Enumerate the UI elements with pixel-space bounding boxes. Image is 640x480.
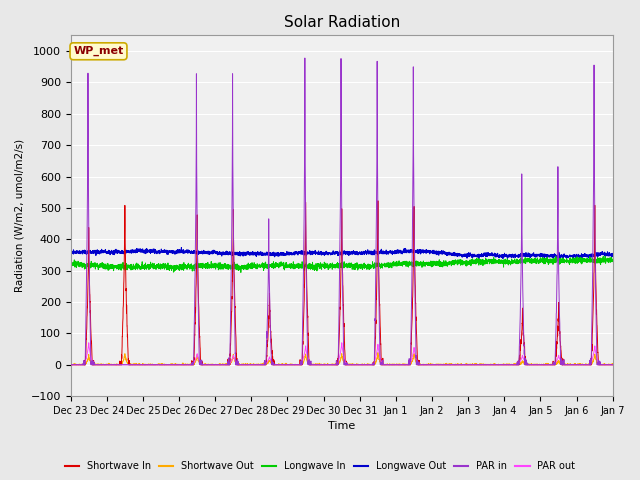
Legend: Shortwave In, Shortwave Out, Longwave In, Longwave Out, PAR in, PAR out: Shortwave In, Shortwave Out, Longwave In… [61,457,579,475]
Text: WP_met: WP_met [74,46,124,57]
Y-axis label: Radiation (W/m2, umol/m2/s): Radiation (W/m2, umol/m2/s) [15,139,25,292]
X-axis label: Time: Time [328,421,355,432]
Title: Solar Radiation: Solar Radiation [284,15,400,30]
